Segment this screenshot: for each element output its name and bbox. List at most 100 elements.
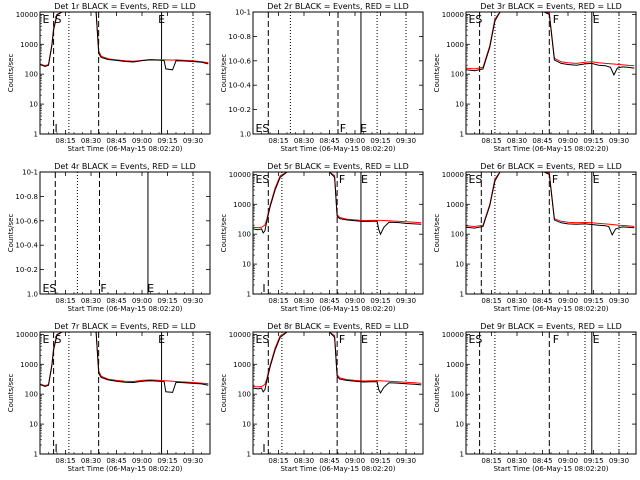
x-tick-label: 09:30 (396, 137, 416, 145)
y-axis-label: Counts/sec (7, 374, 15, 413)
x-tick-label: 09:00 (345, 297, 365, 305)
event-marker-e: E (147, 282, 154, 295)
x-tick-label: 08:15 (481, 457, 501, 465)
panel-plot-area (253, 172, 422, 294)
series-events-line (466, 172, 635, 237)
x-tick-label: 09:15 (370, 457, 390, 465)
x-tick-label: 09:30 (609, 137, 629, 145)
x-tick-label: 08:30 (294, 297, 314, 305)
panel-frame (39, 11, 211, 135)
x-tick-label: 08:45 (319, 457, 339, 465)
event-marker-i: I (262, 442, 265, 455)
x-tick-label: 09:30 (183, 457, 203, 465)
event-marker-e: E (360, 122, 367, 135)
event-marker-e: E (256, 333, 263, 346)
event-marker-e: E (469, 173, 476, 186)
y-tick-label: 10-1 (22, 169, 38, 177)
y-tick-label: 1 (460, 291, 464, 299)
event-marker-f: F (100, 282, 106, 295)
y-axis-label: Counts/sec (7, 54, 15, 93)
y-axis-label: Counts/sec (433, 374, 441, 413)
event-marker-e: E (43, 282, 50, 295)
panel-title: Det 7r BLACK = Events, RED = LLD (54, 322, 196, 331)
panel-plot-area (40, 12, 209, 134)
panel-frame (39, 331, 211, 455)
panel-title: Det 3r BLACK = Events, RED = LLD (480, 2, 622, 11)
x-axis-label: Start Time (06-May-15 08:02:20) (67, 465, 182, 473)
chart-panel-9: Det 9r BLACK = Events, RED = LLD 1 10 100 10… (433, 322, 637, 473)
x-tick-label: 08:30 (81, 297, 101, 305)
y-tick-label: 10 (242, 261, 251, 269)
x-tick-label: 08:15 (55, 137, 75, 145)
event-marker-f: F (553, 333, 559, 346)
panel-frame (39, 171, 211, 295)
x-tick-label: 09:15 (583, 297, 603, 305)
x-axis-label: Start Time (06-May-15 08:02:20) (67, 145, 182, 153)
event-marker-e: E (43, 333, 50, 346)
x-tick-label: 08:30 (81, 137, 101, 145)
y-tick-label: 10-1 (235, 9, 251, 17)
x-tick-label: 08:45 (106, 297, 126, 305)
y-axis-label: Counts/sec (433, 54, 441, 93)
series-lld-line (40, 12, 209, 67)
series-events-line (466, 12, 635, 77)
y-tick-label: 10-0.8 (228, 33, 251, 41)
panel-title: Det 2r BLACK = Events, RED = LLD (267, 2, 409, 11)
event-marker-e: E (43, 13, 50, 26)
y-tick-label: 10-0.2 (228, 106, 251, 114)
x-tick-label: 09:15 (583, 137, 603, 145)
x-axis-label: Start Time (06-May-15 08:02:20) (67, 305, 182, 313)
y-tick-label: 10-0.6 (228, 57, 251, 65)
y-tick-label: 10000 (442, 171, 464, 179)
event-marker-e: E (158, 13, 165, 26)
y-tick-label: 1000 (20, 361, 38, 369)
x-tick-label: 08:15 (268, 137, 288, 145)
x-tick-label: 09:15 (157, 457, 177, 465)
x-axis-label: Start Time (06-May-15 08:02:20) (280, 145, 395, 153)
y-tick-label: 1 (34, 131, 38, 139)
y-tick-label: 10-0.4 (15, 242, 38, 250)
event-marker-e: E (256, 173, 263, 186)
panel-plot-area (466, 172, 635, 294)
panel-plot-area (267, 12, 407, 134)
x-tick-label: 09:15 (370, 297, 390, 305)
panel-plot-area (54, 172, 194, 294)
y-tick-label: 1 (34, 451, 38, 459)
x-axis-label: Start Time (06-May-15 08:02:20) (493, 305, 608, 313)
panel-frame (465, 331, 637, 455)
panel-title: Det 9r BLACK = Events, RED = LLD (480, 322, 622, 331)
x-axis-label: Start Time (06-May-15 08:02:20) (493, 145, 608, 153)
x-tick-label: 09:00 (558, 297, 578, 305)
event-marker-f: F (339, 333, 345, 346)
x-tick-label: 09:30 (609, 297, 629, 305)
x-tick-label: 09:00 (558, 137, 578, 145)
y-tick-label: 1000 (446, 41, 464, 49)
panel-plot-area (466, 12, 635, 134)
y-tick-label: 1 (460, 131, 464, 139)
y-tick-label: 10-0.4 (228, 82, 251, 90)
x-tick-label: 08:45 (106, 457, 126, 465)
chart-panel-2: Det 2r BLACK = Events, RED = LLD 1.0 10-0.… (220, 2, 424, 153)
y-tick-label: 100 (25, 391, 38, 399)
x-tick-label: 09:30 (396, 457, 416, 465)
y-tick-label: 10000 (442, 11, 464, 19)
event-marker-i: I (54, 122, 57, 135)
x-tick-label: 09:30 (183, 137, 203, 145)
x-tick-label: 09:15 (583, 457, 603, 465)
x-tick-label: 09:00 (558, 457, 578, 465)
y-tick-label: 10000 (16, 331, 38, 339)
series-events-line (253, 172, 422, 236)
panel-plot-area (479, 332, 620, 454)
y-tick-label: 1 (247, 291, 251, 299)
event-marker-i: I (262, 282, 265, 295)
y-tick-label: 10000 (229, 331, 251, 339)
x-tick-label: 08:15 (55, 457, 75, 465)
x-tick-label: 09:00 (132, 137, 152, 145)
event-marker-s: S (54, 333, 61, 346)
chart-panel-4: Det 4r BLACK = Events, RED = LLD 1.0 10-0.… (7, 162, 211, 313)
panel-title: Det 5r BLACK = Events, RED = LLD (267, 162, 409, 171)
x-tick-label: 09:15 (157, 297, 177, 305)
y-tick-label: 10 (242, 421, 251, 429)
x-axis-label: Start Time (06-May-15 08:02:20) (280, 305, 395, 313)
y-tick-label: 10 (455, 421, 464, 429)
